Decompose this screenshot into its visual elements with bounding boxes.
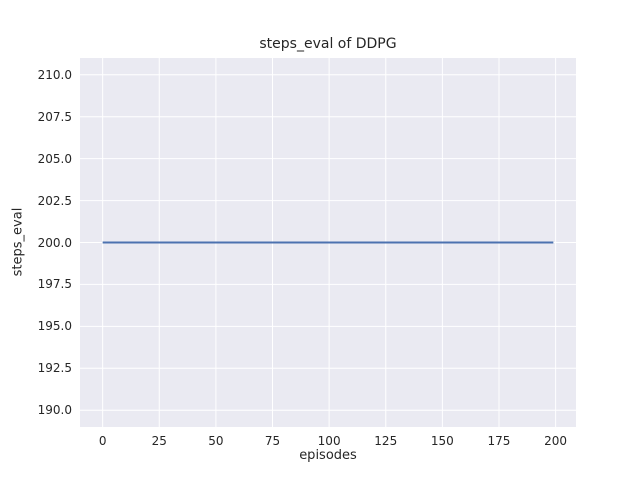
y-tick-label: 200.0 — [37, 235, 72, 250]
x-tick-label: 25 — [151, 434, 167, 448]
x-tick-label: 200 — [544, 434, 568, 448]
y-axis-label: steps_eval — [10, 207, 26, 277]
x-tick-label: 175 — [487, 434, 511, 448]
x-tick-label: 75 — [264, 434, 281, 448]
chart-title: steps_eval of DDPG — [259, 36, 397, 52]
x-tick-label: 150 — [430, 434, 454, 448]
y-tick-label: 197.5 — [37, 277, 72, 292]
x-axis-label: episodes — [299, 448, 357, 463]
plot-canvas — [80, 58, 576, 427]
y-tick-label: 205.0 — [37, 151, 72, 166]
y-tick-label: 195.0 — [37, 319, 72, 334]
y-tick-label: 192.5 — [37, 361, 72, 376]
y-tick-label: 207.5 — [37, 109, 72, 124]
y-tick-label: 210.0 — [37, 67, 72, 82]
x-tick-label: 50 — [208, 434, 224, 448]
x-tick-label: 125 — [374, 434, 398, 448]
x-tick-label: 100 — [317, 434, 341, 448]
x-tick-label: 0 — [98, 434, 107, 448]
y-tick-label: 202.5 — [37, 193, 72, 208]
plot-area — [80, 58, 576, 427]
y-tick-label: 190.0 — [37, 403, 72, 418]
